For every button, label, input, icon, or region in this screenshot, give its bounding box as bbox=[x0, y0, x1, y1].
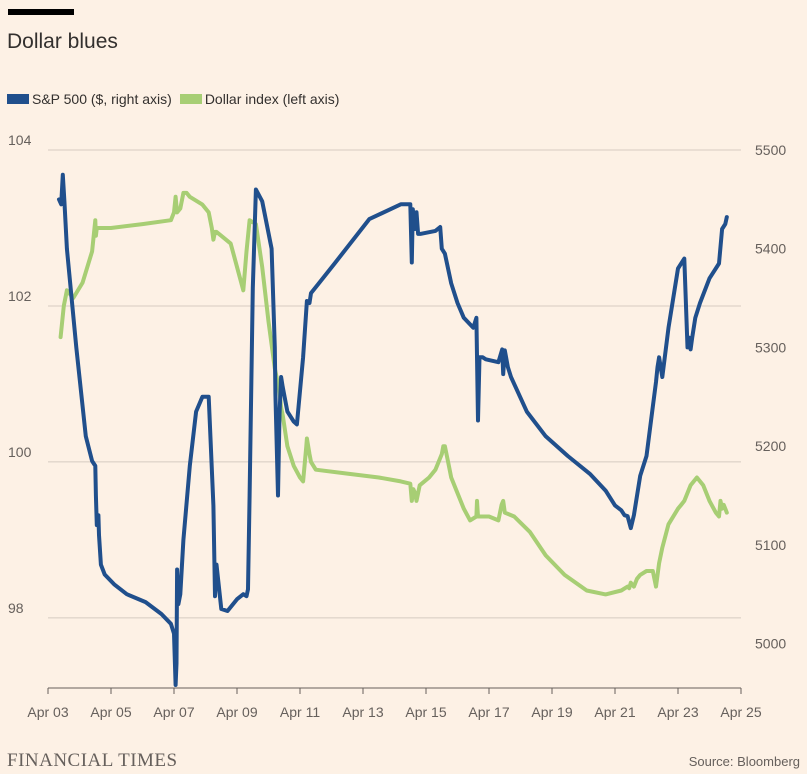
right-axis-tick-label: 5400 bbox=[755, 241, 786, 257]
x-axis-tick-label: Apr 07 bbox=[153, 704, 194, 720]
x-axis-tick-label: Apr 23 bbox=[657, 704, 698, 720]
right-axis-tick-label: 5500 bbox=[755, 142, 786, 158]
left-axis-tick-label: 104 bbox=[8, 132, 32, 148]
left-axis-tick-label: 98 bbox=[8, 600, 24, 616]
legend-item-dollar: Dollar index (left axis) bbox=[179, 91, 340, 107]
chart-title: Dollar blues bbox=[7, 30, 118, 53]
x-axis-tick-label: Apr 19 bbox=[531, 704, 572, 720]
x-axis-tick-label: Apr 03 bbox=[27, 704, 68, 720]
legend-swatch-dollar bbox=[179, 94, 202, 104]
x-axis-tick-label: Apr 25 bbox=[720, 704, 761, 720]
x-axis-tick-label: Apr 15 bbox=[405, 704, 446, 720]
right-axis-tick-label: 5100 bbox=[755, 537, 786, 553]
series-line-dollar-index bbox=[58, 190, 729, 597]
right-axis-tick-label: 5200 bbox=[755, 438, 786, 454]
ft-logo-text: FINANCIAL TIMES bbox=[7, 750, 178, 771]
right-axis-tick-label: 5000 bbox=[755, 636, 786, 652]
legend-item-sp500: S&P 500 ($, right axis) bbox=[7, 91, 172, 107]
x-axis-tick-label: Apr 21 bbox=[594, 704, 635, 720]
x-axis-tick-label: Apr 17 bbox=[468, 704, 509, 720]
left-axis-tick-label: 102 bbox=[8, 288, 32, 304]
left-axis-tick-label: 100 bbox=[8, 444, 32, 460]
x-axis-tick-label: Apr 05 bbox=[90, 704, 131, 720]
right-axis-tick-label: 5300 bbox=[755, 339, 786, 355]
source-note: Source: Bloomberg bbox=[688, 754, 800, 769]
legend-label-dollar: Dollar index (left axis) bbox=[204, 91, 340, 107]
legend-label-sp500: S&P 500 ($, right axis) bbox=[32, 91, 172, 107]
x-axis-tick-label: Apr 13 bbox=[342, 704, 383, 720]
x-axis-tick-label: Apr 11 bbox=[280, 704, 320, 720]
legend-swatch-sp500 bbox=[7, 94, 29, 104]
chart-legend: S&P 500 ($, right axis) Dollar index (le… bbox=[7, 91, 347, 107]
brand-top-bar bbox=[8, 9, 74, 15]
x-axis-tick-label: Apr 09 bbox=[216, 704, 257, 720]
series-line-sp500 bbox=[57, 172, 729, 687]
